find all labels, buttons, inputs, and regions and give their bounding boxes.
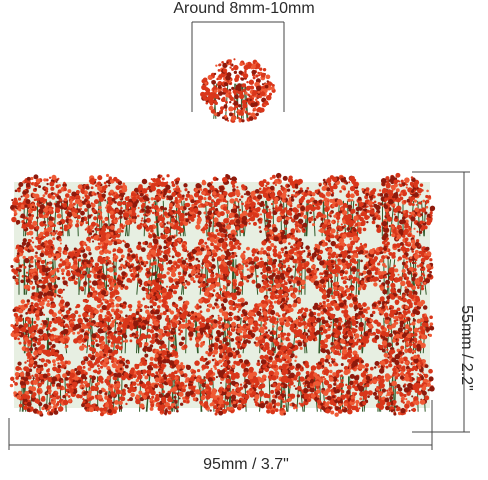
tuft-dimension-lines [191,21,285,112]
width-label: 95mm / 3.7" [203,456,289,473]
height-dimension-lines [412,171,470,433]
height-label: 55mm / 2.2" [458,305,475,391]
flower-tuft-grid [9,172,436,417]
single-flower-tuft [200,58,276,123]
tuft-size-label: Around 8mm-10mm [173,0,315,17]
width-dimension-lines [8,400,433,450]
